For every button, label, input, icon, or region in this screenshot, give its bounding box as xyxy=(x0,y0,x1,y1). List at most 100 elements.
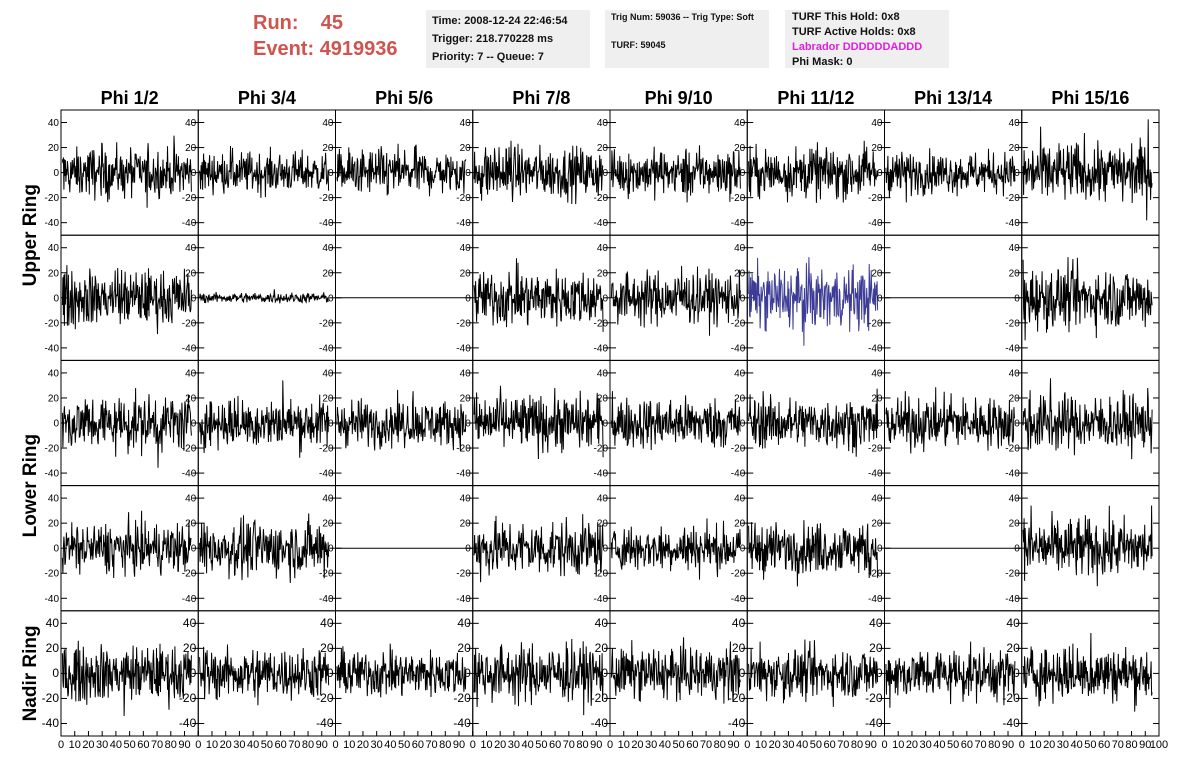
y-tick-label: 40 xyxy=(185,118,197,129)
x-tick-label: 10 xyxy=(1029,739,1041,751)
y-tick-label: -40 xyxy=(1005,218,1020,229)
y-tick-label: -40 xyxy=(319,594,334,605)
x-tick-label: 40 xyxy=(659,739,671,751)
labrador-line: Labrador DDDDDDADDD xyxy=(792,41,923,53)
y-tick-label: 20 xyxy=(185,519,197,530)
y-tick-label: -20 xyxy=(42,691,60,705)
x-tick-label: 0 xyxy=(58,739,64,751)
y-tick-label: -20 xyxy=(456,444,471,455)
waveform-trace xyxy=(885,641,1016,708)
waveform-trace xyxy=(473,258,604,332)
column-header: Phi 1/2 xyxy=(101,88,159,108)
x-tick-label: 60 xyxy=(686,739,698,751)
y-tick-label: -40 xyxy=(453,716,471,730)
y-tick-label: 20 xyxy=(48,268,60,279)
phi-mask-line: Phi Mask: 0 xyxy=(792,56,853,68)
y-tick-label: 40 xyxy=(460,368,472,379)
y-tick-label: 40 xyxy=(322,368,334,379)
x-tick-label: 20 xyxy=(357,739,369,751)
y-tick-label: 40 xyxy=(48,118,60,129)
waveform-trace xyxy=(610,145,741,203)
y-tick-label: 0 xyxy=(602,293,608,304)
y-tick-label: -20 xyxy=(594,193,609,204)
x-tick-label: 70 xyxy=(700,739,712,751)
y-tick-label: -20 xyxy=(594,318,609,329)
y-tick-label: 40 xyxy=(322,243,334,254)
waveform-trace xyxy=(199,513,330,584)
y-tick-label: 40 xyxy=(595,616,609,630)
x-tick-label: 50 xyxy=(398,739,410,751)
y-tick-label: -20 xyxy=(456,569,471,580)
y-tick-label: -40 xyxy=(42,716,60,730)
y-tick-label: -20 xyxy=(319,318,334,329)
y-tick-label: -20 xyxy=(731,444,746,455)
y-tick-label: -20 xyxy=(1005,193,1020,204)
y-tick-label: -20 xyxy=(1005,569,1020,580)
x-tick-label: 30 xyxy=(233,739,245,751)
x-tick-label: 90 xyxy=(865,739,877,751)
waveform-trace-highlight xyxy=(748,257,879,346)
y-tick-label: 40 xyxy=(185,494,197,505)
y-tick-label: 20 xyxy=(1009,268,1021,279)
y-tick-label: -20 xyxy=(316,691,334,705)
waveform-trace xyxy=(610,637,741,704)
y-tick-label: 0 xyxy=(602,168,608,179)
y-tick-label: 20 xyxy=(597,143,609,154)
y-tick-label: 40 xyxy=(597,243,609,254)
y-tick-label: 20 xyxy=(320,641,334,655)
y-tick-label: -20 xyxy=(456,193,471,204)
x-tick-label: 70 xyxy=(425,739,437,751)
y-tick-label: 40 xyxy=(871,368,883,379)
y-tick-label: -20 xyxy=(45,193,60,204)
y-tick-label: -20 xyxy=(45,318,60,329)
y-tick-label: 0 xyxy=(327,666,334,680)
y-tick-label: 20 xyxy=(597,268,609,279)
y-tick-label: 40 xyxy=(460,118,472,129)
y-tick-label: -40 xyxy=(594,218,609,229)
y-tick-label: -40 xyxy=(731,469,746,480)
y-tick-label: -40 xyxy=(319,343,334,354)
waveform-trace xyxy=(199,145,330,198)
waveform-trace xyxy=(199,380,330,458)
y-tick-label: 0 xyxy=(53,544,59,555)
waveform-trace xyxy=(1022,257,1153,341)
y-tick-label: 0 xyxy=(53,419,59,430)
x-tick-label: 80 xyxy=(1125,739,1137,751)
y-tick-label: 0 xyxy=(191,293,197,304)
y-tick-label: 0 xyxy=(740,168,746,179)
x-tick-label: 80 xyxy=(851,739,863,751)
x-tick-label: 10 xyxy=(892,739,904,751)
y-tick-label: 40 xyxy=(48,368,60,379)
y-tick-label: -20 xyxy=(728,691,746,705)
y-tick-label: 20 xyxy=(732,641,746,655)
waveform-trace xyxy=(61,265,192,335)
y-tick-label: 0 xyxy=(877,419,883,430)
x-tick-label: 10 xyxy=(480,739,492,751)
y-tick-label: -20 xyxy=(179,691,197,705)
y-tick-label: 0 xyxy=(328,544,334,555)
trigger-line: Trigger: 218.770228 ms xyxy=(432,33,554,45)
y-tick-label: 40 xyxy=(322,118,334,129)
y-tick-label: 40 xyxy=(1009,368,1021,379)
y-tick-label: -20 xyxy=(731,569,746,580)
x-tick-label: 80 xyxy=(165,739,177,751)
y-tick-label: 0 xyxy=(464,666,471,680)
y-tick-label: 0 xyxy=(739,666,746,680)
y-tick-label: 0 xyxy=(740,544,746,555)
y-tick-label: 20 xyxy=(185,268,197,279)
y-tick-label: -40 xyxy=(179,716,197,730)
turf-hold-line: TURF This Hold: 0x8 xyxy=(792,11,900,23)
x-tick-label: 0 xyxy=(607,739,613,751)
x-tick-label: 70 xyxy=(563,739,575,751)
x-tick-label: 40 xyxy=(796,739,808,751)
y-tick-label: 40 xyxy=(460,494,472,505)
x-tick-label: 0 xyxy=(470,739,476,751)
x-tick-label: 40 xyxy=(110,739,122,751)
x-tick-label: 50 xyxy=(124,739,136,751)
column-header: Phi 3/4 xyxy=(238,88,296,108)
y-tick-label: -20 xyxy=(594,569,609,580)
x-tick-label: 90 xyxy=(727,739,739,751)
x-tick-label: 20 xyxy=(769,739,781,751)
column-header: Phi 5/6 xyxy=(375,88,433,108)
y-tick-label: 40 xyxy=(1009,118,1021,129)
